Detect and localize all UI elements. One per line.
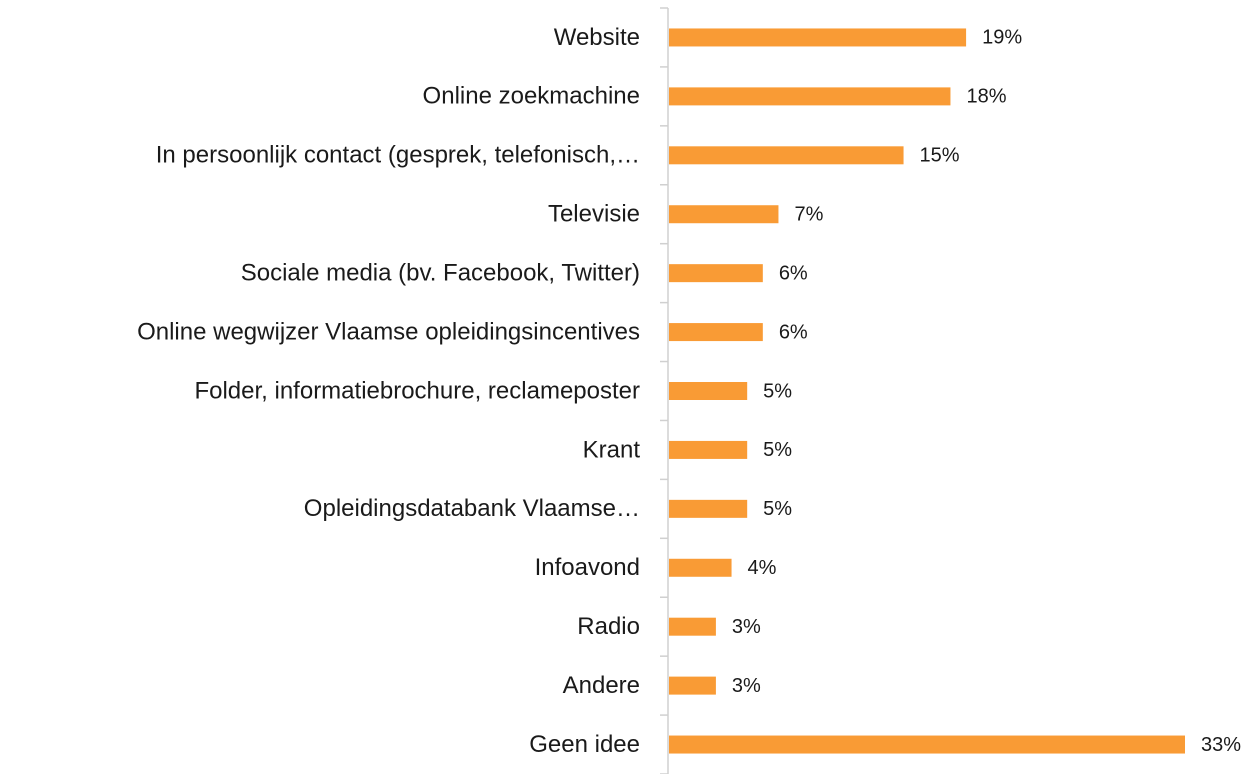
category-label: Televisie xyxy=(548,201,640,228)
bar xyxy=(669,28,967,47)
category-label: Website xyxy=(554,24,640,51)
bar xyxy=(669,205,779,224)
category-label: Geen idee xyxy=(529,731,640,758)
bar xyxy=(669,323,763,342)
category-label: Online zoekmachine xyxy=(423,83,640,110)
value-label: 6% xyxy=(779,321,808,343)
bar xyxy=(669,676,716,695)
category-label: Andere xyxy=(563,672,640,699)
bar xyxy=(669,735,1185,754)
bar xyxy=(669,264,763,283)
bar xyxy=(669,440,748,459)
bar xyxy=(669,617,716,636)
value-label: 19% xyxy=(982,27,1022,49)
category-label: Online wegwijzer Vlaamse opleidingsincen… xyxy=(137,318,640,345)
bar xyxy=(669,87,951,106)
bar xyxy=(669,146,904,165)
category-label: Sociale media (bv. Facebook, Twitter) xyxy=(241,259,640,286)
value-label: 3% xyxy=(732,616,761,638)
bar xyxy=(669,382,748,400)
value-label: 5% xyxy=(763,439,792,461)
value-label: 15% xyxy=(920,145,960,167)
value-label: 33% xyxy=(1201,734,1241,756)
value-label: 4% xyxy=(748,557,777,579)
value-label: 7% xyxy=(794,204,823,226)
bar xyxy=(669,499,748,518)
category-label: Radio xyxy=(577,613,640,640)
value-label: 6% xyxy=(779,262,808,284)
value-label: 3% xyxy=(732,675,761,697)
value-label: 18% xyxy=(966,86,1006,108)
category-label: Infoavond xyxy=(535,554,640,581)
bar xyxy=(669,558,732,577)
value-label: 5% xyxy=(763,498,792,520)
category-label: Folder, informatiebrochure, reclameposte… xyxy=(194,377,640,404)
value-label: 5% xyxy=(763,380,792,402)
category-label: In persoonlijk contact (gesprek, telefon… xyxy=(156,142,640,169)
category-label: Krant xyxy=(583,436,641,463)
category-label: Opleidingsdatabank Vlaamse… xyxy=(304,495,640,522)
